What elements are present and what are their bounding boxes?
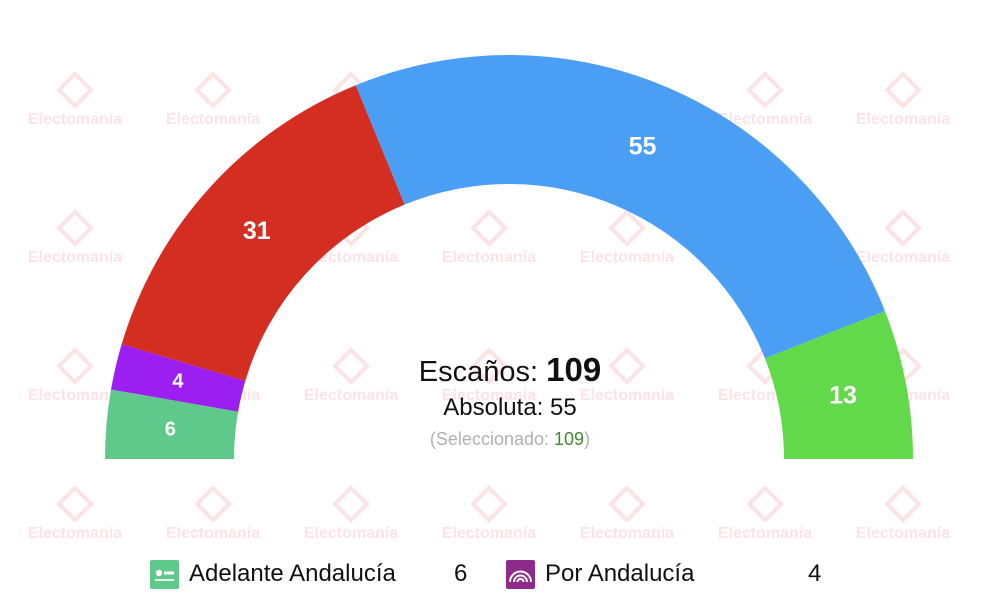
watermark-logo-icon: Electomanía bbox=[856, 71, 950, 128]
watermark-text: Electomanía bbox=[442, 387, 536, 404]
watermark-text: Electomanía bbox=[304, 249, 398, 266]
legend-party-seats: 4 bbox=[808, 560, 822, 587]
watermark-text: Electomanía bbox=[856, 249, 950, 266]
watermark-logo-icon: Electomanía bbox=[718, 485, 812, 542]
watermark-logo-icon: Electomanía bbox=[856, 485, 950, 542]
watermark-logo-icon: Electomanía bbox=[166, 485, 260, 542]
legend-item-por-andalucia[interactable]: Por Andalucía bbox=[506, 552, 694, 596]
legend-party-name: Por Andalucía bbox=[545, 560, 695, 587]
segment-seat-label: 4 bbox=[172, 370, 184, 392]
watermark-logo-icon: Electomanía bbox=[28, 209, 122, 266]
watermark-text: Electomanía bbox=[718, 111, 812, 128]
watermark-logo-icon: Electomanía bbox=[580, 485, 674, 542]
watermark-text: Electomanía bbox=[28, 111, 122, 128]
watermark-text: Electomanía bbox=[580, 525, 674, 542]
watermark-logo-icon: Electomanía bbox=[304, 485, 398, 542]
hemicycle-segment[interactable] bbox=[355, 55, 885, 359]
legend-party-name: Adelante Andalucía bbox=[189, 560, 396, 587]
watermark-logo-icon: Electomanía bbox=[28, 347, 122, 404]
watermark-text: Electomanía bbox=[28, 525, 122, 542]
segment-seat-label: 31 bbox=[243, 217, 271, 245]
watermark-logo-icon: Electomanía bbox=[166, 71, 260, 128]
watermark-text: Electomanía bbox=[304, 525, 398, 542]
segment-seat-label: 13 bbox=[829, 382, 857, 410]
watermark-text: Electomanía bbox=[856, 111, 950, 128]
watermark-logo-icon: Electomanía bbox=[28, 71, 122, 128]
legend-party-seats: 6 bbox=[454, 560, 468, 587]
total-seats-line: Escaños: 109 bbox=[360, 350, 660, 392]
seats-summary: Escaños: 109 Absoluta: 55 (Seleccionado:… bbox=[360, 350, 660, 454]
selected-seats-label: (Seleccionado: bbox=[429, 429, 549, 449]
watermark-text: Electomanía bbox=[856, 525, 950, 542]
watermark-text: Electomanía bbox=[28, 249, 122, 266]
watermark-logo-icon: Electomanía bbox=[856, 209, 950, 266]
segment-seat-label: 55 bbox=[629, 132, 657, 160]
watermark-logo-icon: Electomanía bbox=[580, 347, 674, 404]
rainbow-arcs-icon bbox=[506, 559, 535, 589]
watermark-logo-icon: Electomanía bbox=[442, 347, 536, 404]
watermark-logo-icon: Electomanía bbox=[28, 485, 122, 542]
legend-item-adelante-andalucia[interactable]: Adelante Andalucía bbox=[150, 552, 396, 596]
selected-seats-line: (Seleccionado: 109) bbox=[360, 424, 660, 454]
hemicycle-segment[interactable] bbox=[121, 85, 405, 381]
adelante-logo-icon bbox=[150, 559, 179, 589]
watermark-logo-icon: Electomanía bbox=[718, 71, 812, 128]
hemicycle-segments bbox=[105, 55, 913, 459]
hemicycle-segment[interactable] bbox=[111, 344, 246, 412]
total-seats-value: 109 bbox=[546, 351, 602, 388]
watermark-text: Electomanía bbox=[718, 525, 812, 542]
watermark-logo-icon: Electomanía bbox=[580, 209, 674, 266]
watermark-logo-icon: Electomanía bbox=[442, 485, 536, 542]
watermark-text: Electomanía bbox=[166, 525, 260, 542]
selected-seats-close: ) bbox=[584, 429, 591, 449]
selected-seats-value: 109 bbox=[554, 429, 585, 449]
watermark-logo-icon: Electomanía bbox=[442, 209, 536, 266]
watermark-text: Electomanía bbox=[580, 249, 674, 266]
watermark-text: Electomanía bbox=[442, 249, 536, 266]
majority-value: 55 bbox=[550, 394, 577, 421]
party-legend: Adelante Andalucía 6 Por Andalucía 4 bbox=[0, 552, 1000, 596]
watermark-text: Electomanía bbox=[28, 387, 122, 404]
watermark-text: Electomanía bbox=[580, 387, 674, 404]
majority-line: Absoluta: 55 bbox=[360, 392, 660, 424]
hemicycle-seat-labels: 6 4 31 55 13 bbox=[165, 132, 857, 440]
watermark-logo-icon: Electomanía bbox=[304, 347, 398, 404]
hemicycle-segment[interactable] bbox=[105, 389, 239, 459]
total-seats-label: Escaños: bbox=[418, 356, 539, 388]
watermark-text: Electomanía bbox=[304, 387, 398, 404]
watermark-text: Electomanía bbox=[442, 525, 536, 542]
hemicycle-segment[interactable] bbox=[764, 311, 913, 459]
watermark-text: Electomanía bbox=[166, 111, 260, 128]
majority-label: Absoluta: bbox=[443, 394, 544, 421]
segment-seat-label: 6 bbox=[165, 419, 176, 441]
